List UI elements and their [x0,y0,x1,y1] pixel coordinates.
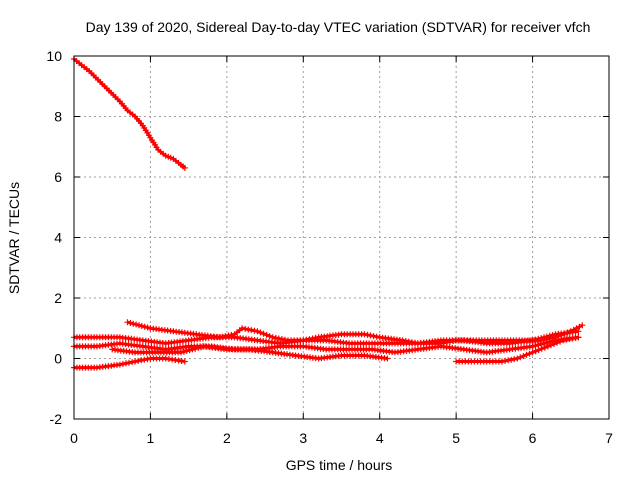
data-point [180,348,187,355]
data-point [538,335,545,342]
data-point [532,348,539,355]
data-point [535,335,542,342]
data-point [575,328,582,335]
x-tick-label: 5 [452,430,460,446]
x-tick-label: 3 [299,430,307,446]
series-track-e [71,355,188,371]
x-tick-label: 6 [529,430,537,446]
data-point [520,353,527,360]
data-point [526,350,533,357]
y-tick-label: 2 [54,290,62,306]
data-point [535,341,542,348]
data-point [257,329,264,336]
data-point [547,342,554,349]
data-point [183,347,190,354]
data-point [532,342,539,349]
data-point [189,346,196,353]
data-point [529,337,536,344]
data-point [575,334,582,341]
series-track-f [109,343,391,362]
y-tick-label: 10 [46,48,62,64]
data-point [186,347,193,354]
data-point [535,347,542,353]
data-point [554,339,560,346]
data-point [546,338,553,345]
series-track-a [71,56,188,171]
data-point [127,320,134,326]
data-point [544,343,551,350]
y-tick-label: -2 [50,411,63,427]
data-point [141,323,148,330]
data-point [266,333,273,340]
grid-lines [74,56,609,419]
data-point [560,337,567,344]
series-track-c [71,328,582,347]
data-point [551,341,557,347]
data-point [541,340,547,347]
data-point [538,345,545,352]
y-tick-label: 4 [54,230,62,246]
data-point [549,332,556,339]
data-point [543,339,550,346]
data-point [124,319,131,326]
data-point [192,345,199,352]
data-point [178,349,184,356]
data-point [543,333,550,340]
data-point [130,320,137,327]
data-point [557,338,564,345]
data-point [529,343,536,350]
y-tick-label: 8 [54,109,62,125]
data-point [514,355,521,362]
data-point [541,344,548,351]
chart-title: Day 139 of 2020, Sidereal Day-to-day VTE… [86,19,591,35]
data-point [260,330,267,337]
data-point [195,344,202,351]
data-point [136,322,142,329]
data-point [181,358,188,365]
data-point [254,328,261,335]
y-tick-label: 6 [54,169,62,185]
data-point [532,336,539,343]
x-axis-label: GPS time / hours [286,457,393,473]
data-point [579,322,586,329]
data-point [384,355,391,362]
x-tick-label: 4 [376,430,384,446]
data-point [517,354,524,361]
y-tick-label: 0 [54,351,62,367]
x-tick-label: 0 [70,430,78,446]
series-track-g [453,334,582,365]
data-point [546,332,553,339]
data-point [198,344,205,351]
x-tick-label: 2 [223,430,231,446]
data-point [523,351,530,358]
data-point [263,331,270,338]
data-point [138,323,145,329]
data-point [541,334,547,341]
data-series [71,56,586,371]
data-point [116,361,123,368]
axis-ticks: 0 1 2 3 4 5 6 7 -2 0 2 4 6 8 10 [46,48,613,446]
data-point [181,164,188,171]
data-point [144,324,151,331]
x-tick-label: 7 [605,430,613,446]
data-point [133,321,140,328]
x-tick-label: 1 [147,430,155,446]
y-axis-label: SDTVAR / TECUs [6,182,22,294]
data-point [529,349,536,356]
